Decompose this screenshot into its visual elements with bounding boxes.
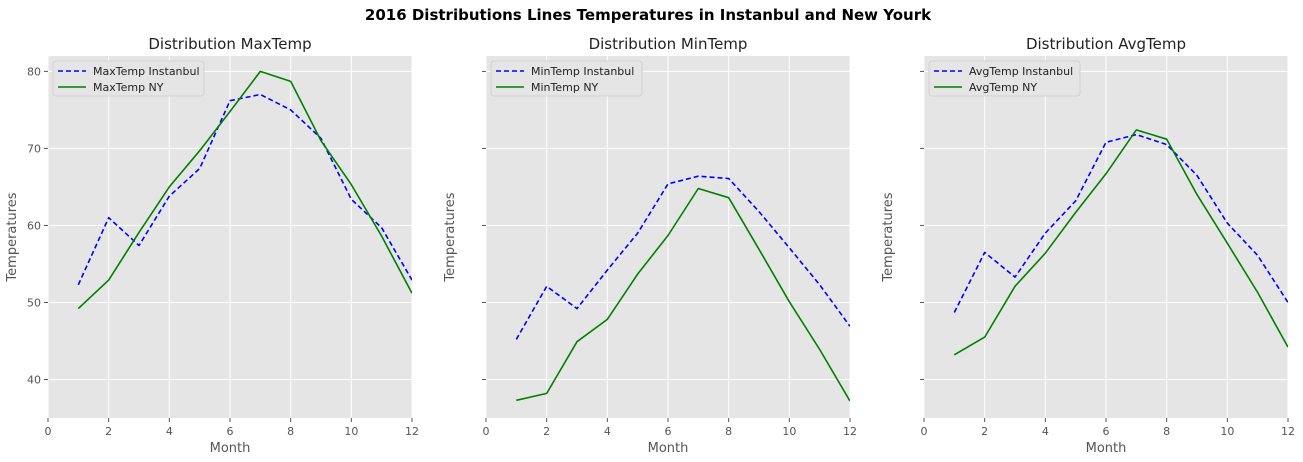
x-axis-label: Month (1086, 441, 1127, 456)
x-tick-label: 12 (405, 425, 419, 438)
series-lines (953, 129, 1288, 356)
series-line-avgtemp-ny (953, 129, 1288, 356)
series-lines (77, 70, 412, 310)
y-axis-label: Temperatures (5, 192, 20, 282)
series-line-avgtemp-instanbul (953, 133, 1288, 313)
x-tick-label: 12 (1281, 425, 1295, 438)
figure-suptitle: 2016 Distributions Lines Temperatures in… (365, 6, 932, 24)
x-tick-label: 6 (227, 425, 234, 438)
x-tick-label: 8 (287, 425, 294, 438)
legend-box (52, 60, 205, 97)
legend-entry: MinTemp NY (531, 81, 599, 94)
legend-entry: AvgTemp Instanbul (969, 65, 1073, 78)
x-tick-label: 0 (45, 425, 52, 438)
series-line-mintemp-instanbul (515, 175, 850, 340)
legend: AvgTemp Instanbul AvgTemp NY (928, 60, 1081, 97)
x-tick-label: 10 (344, 425, 358, 438)
x-tick-label: 4 (604, 425, 611, 438)
x-tick-label: 0 (921, 425, 928, 438)
series-lines (515, 175, 850, 402)
panel-title: Distribution MaxTemp (148, 35, 311, 53)
series-line-mintemp-ny (516, 187, 850, 402)
x-tick-label: 6 (665, 425, 672, 438)
y-tick-label: 50 (27, 296, 41, 309)
legend-entry: AvgTemp NY (969, 81, 1037, 94)
x-axis-label: Month (210, 441, 251, 456)
x-tick-label: 2 (105, 425, 112, 438)
x-tick-label: 8 (725, 425, 732, 438)
legend-box (490, 60, 643, 97)
y-tick-label: 80 (27, 65, 41, 78)
legend-entry: MaxTemp Instanbul (93, 65, 200, 78)
legend-entry: MinTemp Instanbul (531, 65, 634, 78)
x-tick-label: 12 (843, 425, 857, 438)
chart-panel-2: 0 2 4 6 8 10 12 Distribution MinTemp Month Temper… (443, 35, 857, 456)
x-tick-label: 8 (1163, 425, 1170, 438)
x-tick-label: 2 (543, 425, 550, 438)
y-tick-label: 70 (27, 142, 41, 155)
panel-title: Distribution MinTemp (589, 35, 748, 53)
x-tick-label: 4 (166, 425, 173, 438)
panel-title: Distribution AvgTemp (1026, 35, 1186, 53)
x-tick-label: 2 (981, 425, 988, 438)
x-tick-label: 10 (782, 425, 796, 438)
legend: MinTemp Instanbul MinTemp NY (490, 60, 643, 97)
chart-panel-3: 0 2 4 6 8 10 12 Distribution AvgTemp Month Temper… (881, 35, 1295, 456)
series-line-maxtemp-ny (77, 70, 412, 310)
legend-entry: MaxTemp NY (93, 81, 164, 94)
y-tick-label: 60 (27, 219, 41, 232)
y-axis-label: Temperatures (443, 192, 458, 282)
legend: MaxTemp Instanbul MaxTemp NY (52, 60, 205, 97)
x-tick-label: 0 (483, 425, 490, 438)
x-tick-label: 10 (1220, 425, 1234, 438)
x-axis-label: Month (648, 441, 689, 456)
y-axis-label: Temperatures (881, 192, 896, 282)
x-tick-label: 6 (1103, 425, 1110, 438)
x-tick-label: 4 (1042, 425, 1049, 438)
legend-box (928, 60, 1081, 97)
chart-panel-1: 0 2 4 6 8 10 12 40 50 60 70 80 Distribution MaxTemp M… (5, 35, 419, 456)
y-tick-label: 40 (27, 373, 41, 386)
